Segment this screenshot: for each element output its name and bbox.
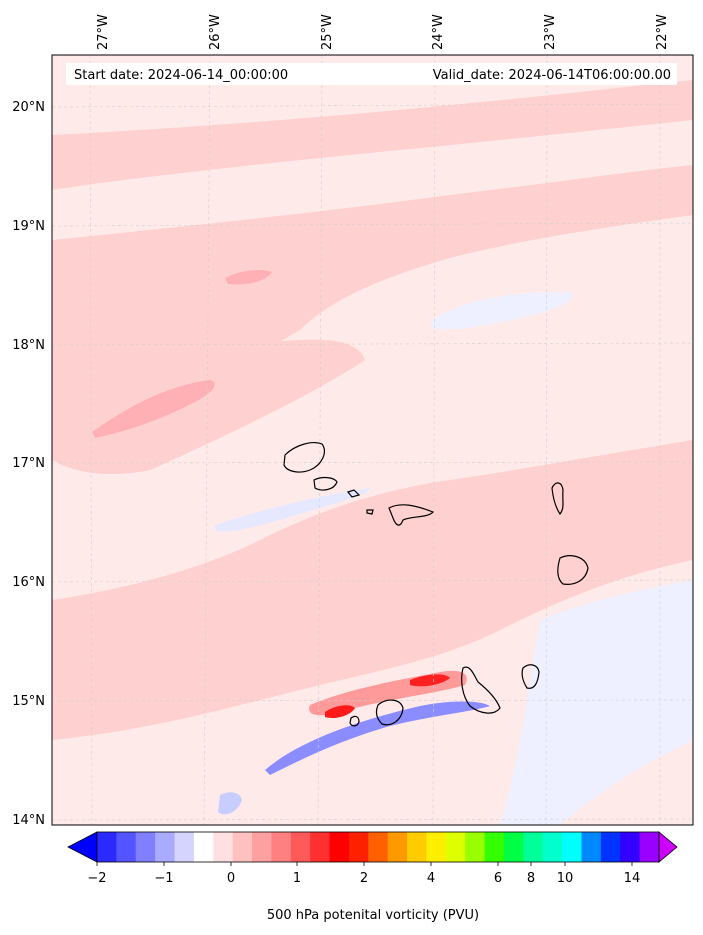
lat-label: 17°N [12,456,45,471]
colorbar-swatch [600,832,621,862]
map-frame [51,54,694,826]
pv-band-south [52,440,693,740]
colorbar-tick-label: 10 [557,871,574,886]
colorbar-swatch [348,832,369,862]
colorbar-tick-label: 4 [427,871,435,886]
lat-label: 15°N [12,694,45,709]
start-date-label: Start date: 2024-06-14_00:00:00 [74,68,288,83]
colorbar-swatch [97,832,117,862]
island-boa-vista [557,555,589,585]
lon-label: 25°W [320,14,335,50]
lon-label: 22°W [655,14,670,50]
island-brava [349,715,360,727]
colorbar-swatch [193,832,214,862]
colorbar-swatch [174,832,195,862]
colorbar-tick-label: 14 [624,871,641,886]
colorbar-swatch [290,832,311,862]
colorbar-swatch [232,832,253,862]
colorbar-swatch [639,832,660,862]
colorbar-tick-label: −2 [87,871,106,886]
colorbar-swatch [445,832,466,862]
colorbar-swatch [581,832,602,862]
colorbar [67,831,678,866]
colorbar-swatch [465,832,486,862]
lat-label: 19°N [12,219,45,234]
island-santo-antao [283,442,325,473]
valid-date-label: Valid_date: 2024-06-14T06:00:00.00 [433,68,671,83]
pv-blue-band-se [500,580,693,825]
colorbar-extend-min [67,831,98,863]
pv-red-max-2 [410,674,450,687]
colorbar-swatch [329,832,350,862]
colorbar-swatch [155,832,176,862]
colorbar-swatch [407,832,427,862]
island-santiago [461,666,501,714]
island-maio [521,664,540,689]
colorbar-tick-label: −1 [154,871,173,886]
lat-label: 20°N [12,100,45,115]
lon-label: 24°W [431,14,446,50]
pv-blue-thin [215,488,371,532]
lat-label: 14°N [12,813,45,828]
colorbar-tick-labels: −2 −1 0 1 2 4 6 8 10 14 [87,871,640,886]
lon-label: 27°W [96,14,111,50]
colorbar-title: 500 hPa potenital vorticity (PVU) [267,908,479,923]
island-santa-luzia [346,489,361,498]
island-sao-nicolau [388,504,434,526]
colorbar-tick-label: 0 [227,871,235,886]
colorbar-swatch [387,832,408,862]
island-sao-vicente [313,476,338,491]
colorbar-extend-max [658,831,678,863]
colorbar-swatch [503,832,524,862]
colorbar-swatch [213,832,234,862]
colorbar-swatch [368,832,389,862]
colorbar-swatch [542,832,563,862]
latitude-labels: 20°N 19°N 18°N 17°N 16°N 15°N 14°N [12,100,45,828]
pv-streak [92,380,215,438]
pv-band-mid [52,339,365,475]
colorbar-swatch [484,832,505,862]
pv-red-max-1 [325,705,355,718]
island-branco [366,509,374,515]
colorbar-swatch [116,832,137,862]
coastlines [283,442,589,727]
colorbar-tick-label: 8 [527,871,535,886]
longitude-labels: 27°W 26°W 25°W 24°W 23°W 22°W [96,14,670,50]
colorbar-swatch [426,832,447,862]
lon-label: 26°W [208,14,223,50]
lat-label: 18°N [12,338,45,353]
graticule [52,55,693,825]
island-sal [551,482,564,516]
header-backdrop [66,63,677,85]
colorbar-tick-label: 2 [360,871,368,886]
island-fogo [375,699,404,726]
pv-blue-curve [265,701,490,775]
colorbar-swatch [252,832,272,862]
pv-contours [52,80,693,825]
colorbar-swatch [135,832,156,862]
colorbar-swatch [523,832,544,862]
colorbar-swatch [562,832,582,862]
colorbar-swatch [310,832,331,862]
pv-blob-small [225,270,272,285]
colorbar-tick-label: 1 [293,871,301,886]
colorbar-swatch [620,832,641,862]
lat-label: 16°N [12,575,45,590]
map-panel [52,55,693,825]
pv-blue-sw [218,792,242,815]
colorbar-frame [96,831,660,863]
lon-label: 23°W [543,14,558,50]
pv-band-north [52,80,693,190]
colorbar-tick-label: 6 [494,871,502,886]
colorbar-swatch [271,832,292,862]
pv-blue-patch-ne [432,291,573,330]
